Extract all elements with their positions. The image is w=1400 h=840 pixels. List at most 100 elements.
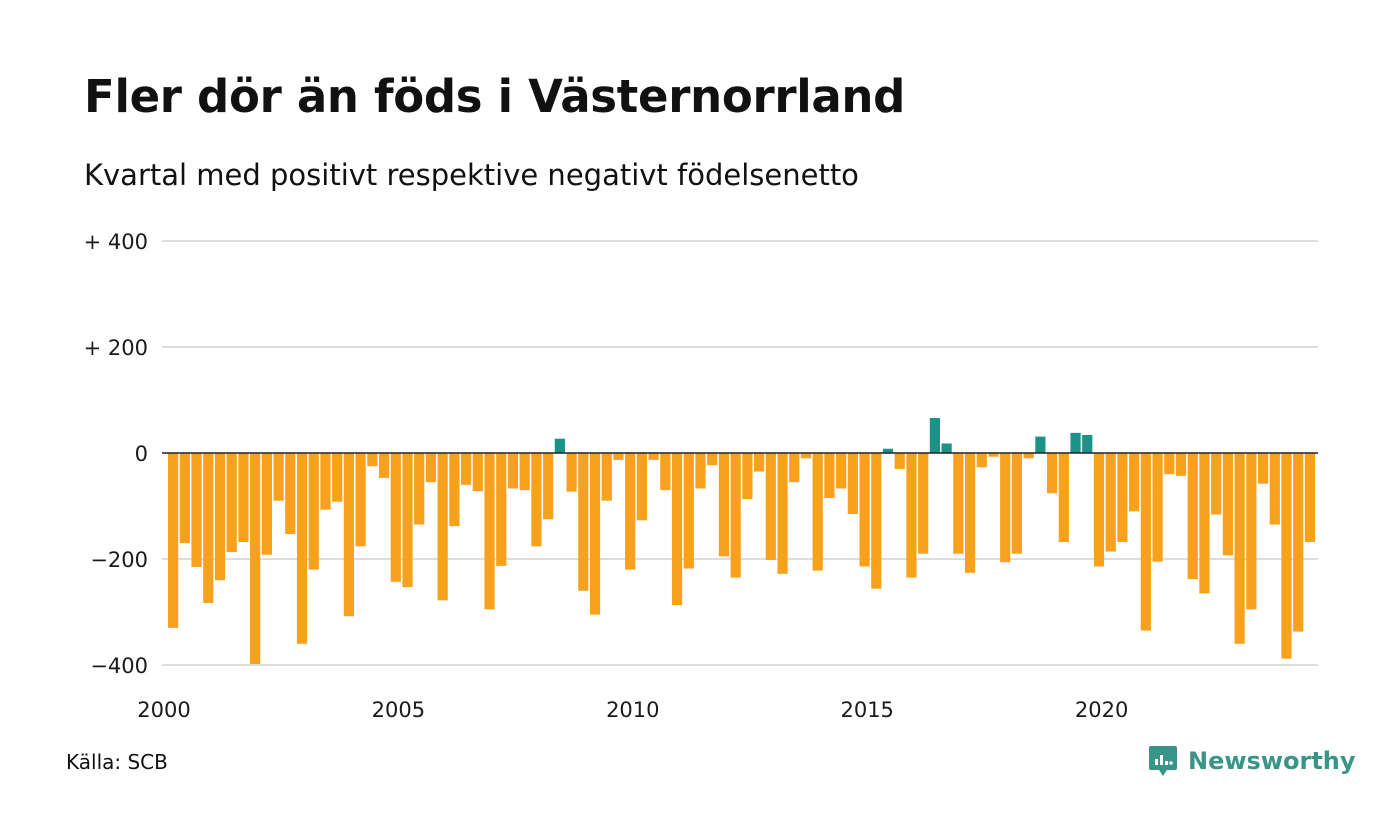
bar <box>906 453 917 578</box>
bar <box>1140 453 1151 631</box>
bar <box>1082 434 1093 453</box>
x-tick-label: 2010 <box>606 698 659 722</box>
bar <box>988 453 999 457</box>
y-tick-label: −400 <box>90 654 148 678</box>
bar <box>1129 453 1140 512</box>
bar <box>320 453 331 510</box>
bar <box>660 453 671 491</box>
bar <box>1070 432 1081 453</box>
bar <box>226 453 237 553</box>
bar <box>601 453 612 501</box>
bar <box>378 453 390 478</box>
bar <box>1211 453 1222 515</box>
bar <box>847 453 858 514</box>
bar <box>1187 453 1198 580</box>
bar <box>414 453 425 525</box>
bar <box>191 453 202 567</box>
bar <box>261 453 272 555</box>
bar <box>425 453 437 483</box>
bar <box>1035 436 1046 453</box>
x-axis-labels: 2000 2005 2010 2015 2020 <box>137 698 1128 722</box>
bar <box>730 453 741 578</box>
bar <box>648 453 659 460</box>
bar <box>1047 453 1058 494</box>
bar-chart: + 400 + 200 0 −200 −400 2000 2005 2010 2015 2020 <box>84 230 1318 722</box>
bar <box>179 453 190 544</box>
bar <box>1222 453 1233 556</box>
bar <box>718 453 730 557</box>
bar <box>554 438 565 453</box>
bar <box>1257 453 1269 484</box>
y-tick-label: 0 <box>135 442 148 466</box>
bar <box>496 453 507 566</box>
bar <box>1281 453 1292 659</box>
bar <box>765 453 776 561</box>
y-tick-label: −200 <box>90 548 148 572</box>
bar <box>1269 453 1280 525</box>
bar <box>836 453 847 489</box>
bar <box>824 453 835 499</box>
y-tick-label: + 400 <box>84 230 148 254</box>
bar <box>953 453 964 554</box>
bar <box>1058 453 1069 543</box>
bar <box>1000 453 1011 563</box>
bar <box>519 453 530 491</box>
bar <box>871 453 882 589</box>
bar <box>1105 453 1116 552</box>
chart-title: Fler dör än föds i Västernorrland <box>84 70 906 123</box>
bar <box>402 453 413 588</box>
bar <box>390 453 401 582</box>
brand-logo[interactable]: Newsworthy <box>1148 744 1356 778</box>
bar <box>250 453 261 664</box>
bar <box>1023 453 1034 459</box>
bar <box>1175 453 1187 476</box>
bar <box>964 453 976 573</box>
bar <box>882 448 894 453</box>
bar <box>437 453 448 601</box>
bar <box>449 453 460 527</box>
bar <box>683 453 694 569</box>
bar <box>800 453 812 459</box>
bar <box>1152 453 1163 562</box>
bar <box>578 453 589 591</box>
x-tick-label: 2015 <box>840 698 893 722</box>
y-tick-label: + 200 <box>84 336 148 360</box>
bar <box>203 453 214 603</box>
bar <box>812 453 823 571</box>
bar <box>695 453 706 489</box>
bar <box>613 453 624 460</box>
bar <box>543 453 554 520</box>
bar <box>1246 453 1257 610</box>
bar <box>566 453 577 492</box>
bar <box>742 453 753 500</box>
bar <box>531 453 542 547</box>
bar <box>894 453 905 469</box>
x-tick-label: 2020 <box>1075 698 1128 722</box>
bar <box>929 418 940 453</box>
bar <box>1304 453 1316 543</box>
bar <box>273 453 284 501</box>
bar <box>941 443 952 453</box>
bar <box>754 453 765 472</box>
y-axis-labels: + 400 + 200 0 −200 −400 <box>84 230 148 678</box>
bar <box>1117 453 1128 543</box>
brand-name: Newsworthy <box>1188 747 1356 775</box>
chart-subtitle: Kvartal med positivt respektive negativt… <box>84 158 859 192</box>
bar <box>918 453 929 554</box>
bar <box>296 453 308 644</box>
bar <box>636 453 647 521</box>
bar <box>1093 453 1105 567</box>
bar <box>1199 453 1210 594</box>
bar <box>472 453 483 492</box>
bar <box>976 453 987 468</box>
bar <box>1293 453 1304 632</box>
bar <box>238 453 249 543</box>
bar <box>1164 453 1175 475</box>
bar <box>484 453 495 610</box>
bars <box>168 418 1316 664</box>
bar <box>707 453 718 466</box>
x-tick-label: 2000 <box>137 698 190 722</box>
bar <box>859 453 870 567</box>
bar <box>214 453 226 581</box>
bar <box>367 453 378 467</box>
